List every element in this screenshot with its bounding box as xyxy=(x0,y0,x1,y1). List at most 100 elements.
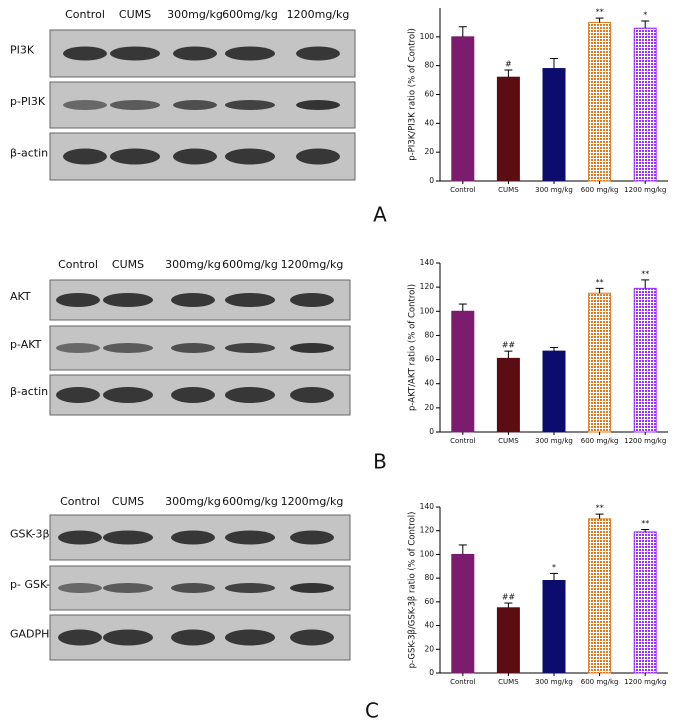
row-label: p-AKT xyxy=(10,338,42,351)
lane-label: 1200mg/kg xyxy=(281,258,344,271)
blot-band xyxy=(225,629,275,646)
row-label: p-PI3K xyxy=(10,95,46,108)
blot-band xyxy=(110,100,160,110)
y-tick-label: 0 xyxy=(429,176,434,185)
blot-band xyxy=(225,530,275,545)
blot-band xyxy=(103,583,153,593)
blot-band xyxy=(63,100,107,110)
bar xyxy=(542,580,566,674)
bar xyxy=(496,357,520,433)
x-tick-label: CUMS xyxy=(498,437,519,445)
lane-label: 300mg/kg xyxy=(165,495,221,508)
blot-band xyxy=(225,343,275,353)
bar xyxy=(542,68,566,182)
lane-label: 300mg/kg xyxy=(165,258,221,271)
y-tick-label: 20 xyxy=(424,147,434,156)
lane-label: Control xyxy=(60,495,100,508)
y-tick-label: 100 xyxy=(420,32,435,41)
bar xyxy=(633,531,657,674)
bar xyxy=(588,21,612,182)
blot-band xyxy=(173,46,217,61)
x-tick-label: 300 mg/kg xyxy=(535,437,573,445)
blot-band xyxy=(103,530,153,545)
blot-band xyxy=(173,148,217,165)
lane-label: CUMS xyxy=(119,8,151,21)
blot-band xyxy=(171,583,215,593)
blot-band xyxy=(290,629,334,646)
y-axis-label: p-PI3K/PI3K ratio (% of Control) xyxy=(408,28,418,161)
significance-mark: ** xyxy=(641,269,649,278)
row-label: PI3K xyxy=(10,44,35,57)
blot-band xyxy=(290,343,334,353)
row-label: GADPH xyxy=(10,628,49,641)
lane-label: 1200mg/kg xyxy=(287,8,350,21)
bar xyxy=(451,310,475,433)
blot-band xyxy=(290,583,334,593)
y-tick-label: 60 xyxy=(424,355,434,364)
x-tick-label: 1200 mg/kg xyxy=(624,186,666,194)
blot-band xyxy=(225,46,275,61)
lane-label: 600mg/kg xyxy=(222,495,278,508)
significance-mark: * xyxy=(643,10,647,19)
y-tick-label: 80 xyxy=(424,573,434,582)
bar xyxy=(633,287,657,433)
row-label: AKT xyxy=(10,290,31,303)
blot-band xyxy=(171,629,215,646)
y-tick-label: 100 xyxy=(420,549,435,558)
bar xyxy=(496,607,520,674)
row-label: β-actin xyxy=(10,147,48,160)
blot-band xyxy=(296,148,340,165)
significance-mark: ## xyxy=(502,341,516,350)
blot-band xyxy=(110,148,160,165)
blot-band xyxy=(110,46,160,61)
y-tick-label: 120 xyxy=(420,282,435,291)
blot-band xyxy=(171,530,215,545)
blot-band xyxy=(171,293,215,307)
blot-band xyxy=(63,46,107,61)
blot-band xyxy=(103,629,153,646)
blot-band xyxy=(56,343,100,353)
blot-band xyxy=(290,387,334,403)
y-tick-label: 80 xyxy=(424,330,434,339)
y-tick-label: 40 xyxy=(424,118,434,127)
blot-band xyxy=(296,100,340,110)
blot-band xyxy=(225,293,275,307)
blot-band xyxy=(103,293,153,307)
bar xyxy=(451,36,475,182)
x-tick-label: 600 mg/kg xyxy=(581,186,619,194)
lane-label: 600mg/kg xyxy=(222,8,278,21)
lane-label: CUMS xyxy=(112,495,144,508)
blot-band xyxy=(103,387,153,403)
y-tick-label: 140 xyxy=(420,502,435,511)
lane-label: 600mg/kg xyxy=(222,258,278,271)
bar xyxy=(588,518,612,674)
x-tick-label: CUMS xyxy=(498,678,519,686)
blot-band xyxy=(173,100,217,110)
significance-mark: ** xyxy=(641,519,649,528)
y-tick-label: 120 xyxy=(420,526,435,535)
blot-band xyxy=(290,530,334,545)
x-tick-label: CUMS xyxy=(498,186,519,194)
blot-band xyxy=(56,293,100,307)
panel-letter: B xyxy=(373,450,387,474)
blot-band xyxy=(58,530,102,545)
x-tick-label: 600 mg/kg xyxy=(581,678,619,686)
y-tick-label: 80 xyxy=(424,61,434,70)
bar xyxy=(588,292,612,433)
bar xyxy=(451,553,475,674)
significance-mark: # xyxy=(505,59,512,68)
blot-band xyxy=(225,387,275,403)
blot-band xyxy=(225,583,275,593)
y-tick-label: 40 xyxy=(424,379,434,388)
lane-label: Control xyxy=(65,8,105,21)
blot-band xyxy=(63,148,107,165)
significance-mark: ## xyxy=(502,593,516,602)
significance-mark: * xyxy=(552,563,556,572)
significance-mark: ** xyxy=(596,504,604,513)
x-tick-label: Control xyxy=(450,678,475,686)
y-tick-label: 0 xyxy=(429,427,434,436)
y-tick-label: 0 xyxy=(429,668,434,677)
blot-band xyxy=(56,387,100,403)
y-tick-label: 60 xyxy=(424,597,434,606)
